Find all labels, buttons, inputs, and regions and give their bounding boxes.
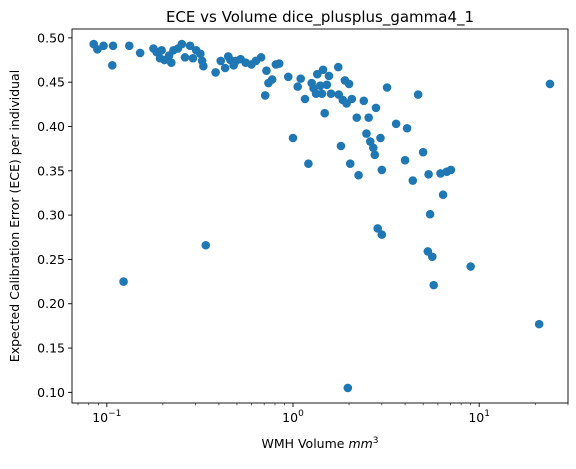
y-tick-label: 0.50: [37, 30, 65, 45]
y-tick-label: 0.40: [37, 119, 65, 134]
plot-frame: [71, 28, 569, 404]
data-point: [322, 80, 332, 90]
data-point: [545, 79, 555, 89]
data-point: [157, 45, 166, 55]
data-point: [413, 90, 423, 99]
y-tick-label: 0.20: [37, 296, 65, 311]
y-tick-label: 0.35: [37, 163, 65, 178]
data-point: [180, 53, 190, 62]
data-point: [352, 113, 362, 122]
data-point: [260, 91, 270, 100]
data-point: [376, 133, 385, 143]
data-point: [296, 74, 306, 83]
data-point: [446, 165, 456, 175]
data-point: [400, 155, 410, 165]
data-point: [167, 58, 176, 67]
y-tick-label: 0.45: [37, 75, 65, 90]
data-point: [333, 62, 343, 72]
data-point: [274, 59, 284, 68]
data-point: [211, 68, 220, 77]
data-point: [99, 41, 108, 51]
data-point: [201, 240, 211, 250]
data-point: [220, 63, 230, 73]
data-point: [216, 56, 226, 66]
data-point: [438, 190, 448, 200]
data-point: [196, 49, 205, 59]
data-point: [320, 108, 330, 118]
data-point: [293, 82, 303, 91]
data-point: [429, 280, 439, 290]
data-point: [364, 113, 373, 122]
data-point: [344, 79, 354, 89]
scatter-points: [89, 39, 555, 393]
x-axis-ticks: 10−1 100 101: [77, 403, 569, 425]
y-tick-label: 0.10: [37, 385, 65, 400]
data-point: [177, 39, 187, 49]
data-point: [347, 94, 357, 104]
data-point: [345, 159, 355, 169]
data-point: [199, 61, 208, 71]
x-axis-label-text: WMH Volume: [261, 436, 348, 451]
data-point: [424, 170, 433, 179]
data-point: [304, 159, 313, 169]
x-axis-label-unit: mm: [348, 436, 372, 451]
data-point: [362, 129, 371, 138]
data-point: [262, 66, 271, 75]
data-point: [124, 41, 134, 51]
x-axis-label: WMH Volume mm3: [261, 436, 378, 451]
data-point: [359, 96, 369, 106]
data-point: [326, 89, 336, 98]
data-point: [300, 94, 310, 104]
data-point: [318, 65, 328, 75]
data-point: [371, 103, 381, 113]
data-point: [119, 277, 128, 286]
data-point: [267, 75, 277, 84]
data-point: [108, 61, 117, 70]
data-point: [135, 48, 145, 58]
data-point: [418, 147, 428, 157]
data-point: [534, 319, 544, 329]
y-axis-ticks: 0.10 0.15 0.20 0.25 0.30 0.35 0.40 0.45 0.50: [37, 30, 72, 400]
data-point: [377, 165, 387, 175]
x-axis-label-exponent: 3: [373, 436, 379, 446]
x-tick-label: 100: [282, 409, 304, 425]
data-point: [373, 224, 382, 233]
y-tick-label: 0.25: [37, 252, 65, 267]
data-point: [315, 81, 325, 91]
data-point: [317, 89, 327, 98]
x-tick-label: 10−1: [92, 409, 121, 425]
data-point: [427, 252, 437, 262]
data-point: [256, 53, 266, 62]
data-point: [283, 72, 293, 82]
data-point: [324, 71, 334, 81]
data-point: [377, 230, 387, 239]
x-tick-label: 101: [468, 409, 490, 425]
y-axis-label: Expected Calibration Error (ECE) per ind…: [7, 70, 22, 362]
data-point: [369, 143, 378, 153]
data-point: [370, 150, 380, 160]
y-tick-label: 0.15: [37, 341, 65, 356]
data-point: [382, 83, 392, 92]
data-point: [336, 141, 346, 151]
data-point: [288, 133, 298, 143]
data-point: [343, 383, 353, 393]
data-point: [402, 123, 412, 133]
data-point: [466, 262, 475, 271]
data-point: [354, 170, 363, 180]
data-point: [108, 41, 118, 51]
data-point: [391, 119, 401, 129]
y-tick-label: 0.30: [37, 208, 65, 223]
chart-title: ECE vs Volume dice_plusplus_gamma4_1: [166, 8, 474, 27]
data-point: [425, 209, 435, 219]
data-point: [188, 53, 198, 63]
data-point: [408, 176, 418, 185]
data-point: [185, 41, 195, 51]
